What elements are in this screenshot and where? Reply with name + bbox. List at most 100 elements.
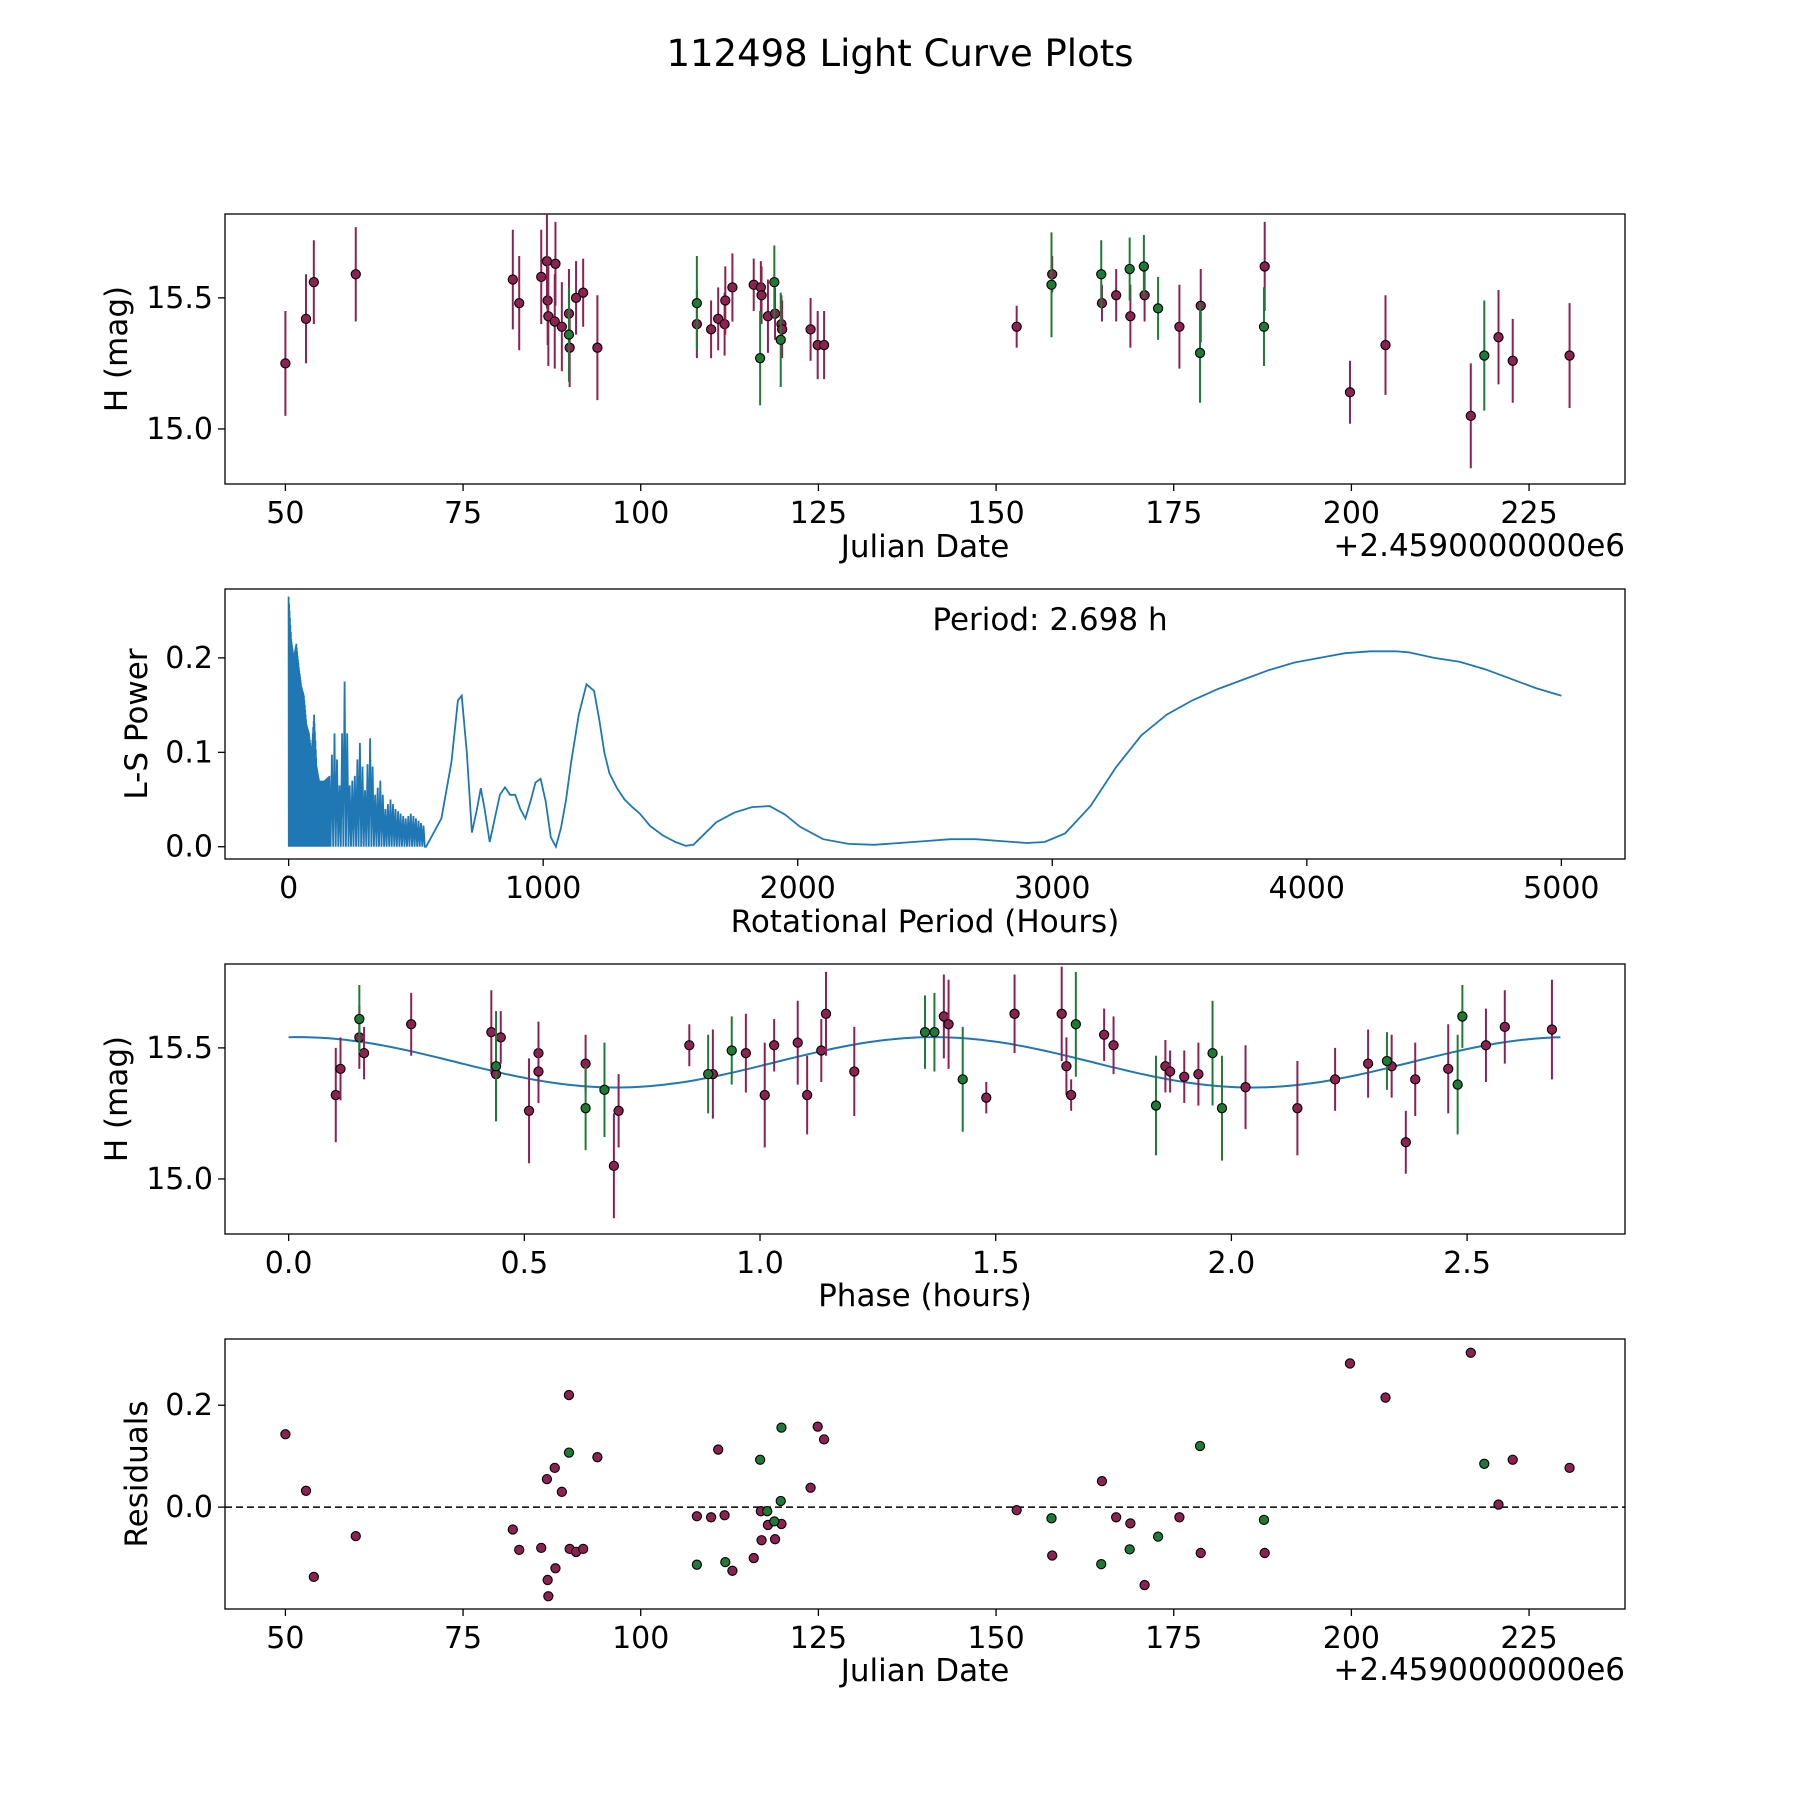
residuals-point-maroon bbox=[1139, 1579, 1150, 1591]
lightcurve-point-green bbox=[1258, 321, 1270, 332]
residuals-point-maroon bbox=[542, 1574, 553, 1586]
lightcurve-point-maroon bbox=[1507, 355, 1518, 366]
lightcurve-point-maroon bbox=[514, 297, 525, 309]
lightcurve-point-green bbox=[1124, 263, 1135, 275]
residuals-point-maroon bbox=[300, 1485, 312, 1496]
periodogram-xtick-label: 1000 bbox=[505, 871, 581, 906]
residuals-xlabel: Julian Date bbox=[839, 1653, 1010, 1689]
residuals-ytick-label: 0.0 bbox=[165, 1490, 213, 1525]
phase-point-green bbox=[1381, 1055, 1393, 1067]
lightcurve-point-maroon bbox=[1259, 261, 1270, 272]
lightcurve-point-maroon bbox=[777, 324, 788, 335]
lightcurve-point-green bbox=[563, 329, 575, 340]
periodogram-line bbox=[287, 596, 1562, 850]
residuals-point-green bbox=[1096, 1559, 1107, 1570]
residuals-point-green bbox=[1258, 1514, 1270, 1525]
phase-point-green bbox=[354, 1013, 365, 1025]
lightcurve-ytick-label: 15.5 bbox=[146, 281, 213, 316]
lightcurve-point-maroon bbox=[1465, 410, 1476, 421]
residuals-point-maroon bbox=[805, 1482, 816, 1493]
residuals-point-green bbox=[563, 1447, 575, 1458]
residuals-offset-label: +2.4590000000e6 bbox=[1333, 1652, 1625, 1688]
periodogram-xtick-label: 3000 bbox=[1014, 871, 1090, 906]
residuals-point-maroon bbox=[756, 1535, 767, 1546]
lightcurve-ytick-label: 15.0 bbox=[146, 412, 213, 447]
periodogram-xtick-label: 0 bbox=[279, 871, 298, 906]
residuals-ticks: 50 75 100 125 150 175 200 225 0.0 0.2 bbox=[165, 1388, 1557, 1656]
lightcurve-point-maroon bbox=[720, 295, 731, 306]
phase-point-maroon bbox=[802, 1089, 813, 1101]
lightcurve-xtick-label: 50 bbox=[266, 496, 304, 531]
residuals-xtick-label: 75 bbox=[444, 1621, 482, 1656]
lightcurve-point-maroon bbox=[570, 292, 582, 304]
phase-point-maroon bbox=[1499, 1021, 1510, 1033]
lightcurve-point-green bbox=[775, 334, 786, 345]
phase-point-maroon bbox=[1193, 1068, 1204, 1080]
residuals-point-maroon bbox=[536, 1542, 547, 1554]
phase-point-maroon bbox=[1061, 1061, 1072, 1072]
phase-point-green bbox=[580, 1103, 591, 1114]
residuals-point-maroon bbox=[719, 1510, 730, 1521]
phase-point-green bbox=[929, 1027, 940, 1038]
periodogram-ytick-label: 0.2 bbox=[165, 641, 213, 676]
residuals-point-maroon bbox=[578, 1543, 589, 1555]
periodogram-ylabel: L-S Power bbox=[119, 648, 155, 799]
periodogram-xlabel: Rotational Period (Hours) bbox=[731, 904, 1120, 940]
phase-point-maroon bbox=[1098, 1029, 1110, 1040]
lightcurve-point-maroon bbox=[805, 324, 816, 335]
residuals-xtick-label: 50 bbox=[266, 1621, 304, 1656]
phase-point-green bbox=[957, 1074, 968, 1085]
phase-point-maroon bbox=[1443, 1063, 1454, 1075]
residuals-point-maroon bbox=[691, 1511, 703, 1522]
periodogram-ytick-label: 0.1 bbox=[165, 735, 213, 770]
periodogram-annotation: Period: 2.698 h bbox=[932, 602, 1167, 638]
phase-point-green bbox=[1216, 1103, 1228, 1114]
periodogram-panel: 0 1000 2000 3000 4000 5000 0.0 0.1 0.2 Period: 2… bbox=[119, 588, 1626, 940]
residuals-point-maroon bbox=[550, 1563, 561, 1574]
residuals-point-green bbox=[720, 1556, 731, 1568]
residuals-point-maroon bbox=[1011, 1505, 1022, 1516]
lightcurve-point-maroon bbox=[727, 282, 738, 293]
periodogram-frame bbox=[224, 588, 1626, 860]
lightcurve-point-maroon bbox=[1125, 311, 1136, 322]
figure-title: 112498 Light Curve Plots bbox=[666, 32, 1133, 75]
lightcurve-point-maroon bbox=[350, 269, 361, 280]
lightcurve-point-maroon bbox=[1011, 321, 1022, 332]
lightcurve-point-green bbox=[754, 353, 766, 364]
phase-xtick-label: 1.0 bbox=[736, 1246, 784, 1281]
lightcurve-point-green bbox=[1479, 350, 1490, 361]
lightcurve-point-maroon bbox=[818, 339, 830, 351]
phase-panel: 0.0 0.5 1.0 1.5 2.0 2.5 15.0 15.5 Phase (hours)… bbox=[99, 963, 1626, 1314]
residuals-point-maroon bbox=[1125, 1518, 1136, 1529]
residuals-point-maroon bbox=[350, 1531, 361, 1542]
lightcurve-point-maroon bbox=[1493, 332, 1504, 343]
residuals-point-maroon bbox=[1564, 1462, 1575, 1474]
lightcurve-ylabel: H (mag) bbox=[99, 286, 135, 412]
phase-marks bbox=[288, 966, 1561, 1219]
phase-point-maroon bbox=[684, 1040, 695, 1051]
residuals-point-green bbox=[691, 1559, 703, 1570]
residuals-point-maroon bbox=[1380, 1392, 1391, 1403]
phase-point-maroon bbox=[1292, 1103, 1303, 1114]
residuals-frame bbox=[224, 1338, 1626, 1610]
residuals-point-maroon bbox=[1465, 1347, 1476, 1358]
phase-point-maroon bbox=[816, 1045, 827, 1056]
lightcurve-point-green bbox=[1138, 261, 1150, 272]
residuals-point-green bbox=[1152, 1531, 1164, 1542]
lightcurve-point-maroon bbox=[578, 287, 589, 298]
phase-point-maroon bbox=[1329, 1074, 1341, 1085]
residuals-point-maroon bbox=[507, 1524, 518, 1535]
periodogram-ytick-label: 0.0 bbox=[165, 830, 213, 865]
phase-xtick-label: 2.0 bbox=[1208, 1246, 1256, 1281]
phase-point-maroon bbox=[1056, 1008, 1067, 1019]
residuals-point-green bbox=[1194, 1440, 1206, 1452]
lightcurve-point-maroon bbox=[280, 358, 291, 369]
residuals-point-maroon bbox=[1195, 1547, 1206, 1559]
phase-plot-area bbox=[288, 966, 1561, 1219]
phase-ticks: 0.0 0.5 1.0 1.5 2.0 2.5 15.0 15.5 bbox=[146, 1031, 1491, 1281]
phase-point-maroon bbox=[1240, 1082, 1251, 1093]
phase-point-maroon bbox=[406, 1019, 417, 1030]
lightcurve-point-green bbox=[769, 277, 780, 288]
phase-ylabel: H (mag) bbox=[99, 1036, 135, 1162]
